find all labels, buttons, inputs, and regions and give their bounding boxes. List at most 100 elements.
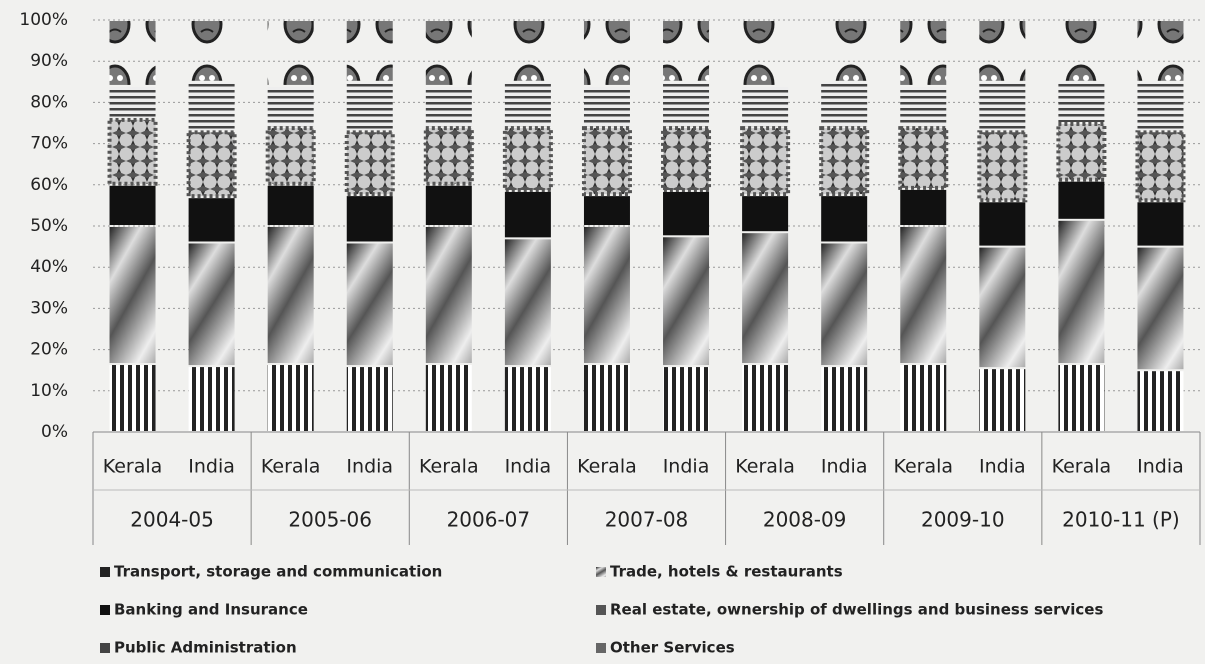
group-label: 2004-05 [130, 508, 214, 532]
bar-segment [188, 82, 235, 131]
y-tick-label: 50% [30, 216, 68, 236]
x-tick-label: Kerala [419, 456, 479, 478]
y-tick-label: 80% [30, 92, 68, 112]
group-label: 2010-11 (P) [1062, 508, 1180, 532]
legend-swatch [100, 605, 110, 615]
bar-segment [900, 21, 947, 85]
y-tick-label: 20% [30, 340, 68, 360]
bar-segment [107, 117, 158, 186]
y-tick-label: 90% [30, 51, 68, 71]
bar-segment [425, 86, 472, 127]
bar-segment [346, 82, 393, 131]
bar-segment [267, 365, 314, 431]
x-tick-label: Kerala [1052, 456, 1112, 478]
x-tick-label: Kerala [103, 456, 163, 478]
bar-segment [188, 21, 235, 81]
bar-segment [1137, 247, 1184, 370]
bar-segment [821, 243, 868, 366]
bar-segment [1058, 220, 1105, 364]
bar-segment [583, 21, 630, 85]
bar-segment [344, 130, 395, 197]
bar-segment [109, 365, 156, 431]
legend-label: Transport, storage and communication [114, 563, 442, 581]
bar-segment [109, 185, 156, 225]
bar-segment [188, 198, 235, 242]
bar-segment [1135, 130, 1186, 203]
bar-segment [900, 86, 947, 127]
bar-segment [1056, 122, 1107, 182]
bar-segment [898, 126, 949, 190]
bar-segment [1058, 21, 1105, 81]
bar-segment [821, 21, 868, 81]
x-tick-label: India [663, 456, 710, 478]
y-tick-label: 100% [19, 10, 68, 30]
y-tick-label: 30% [30, 298, 68, 318]
bar-segment [581, 126, 632, 197]
bar-segment [346, 196, 393, 242]
bar-segment [821, 196, 868, 242]
bar-segment [900, 189, 947, 225]
bar-segment [979, 21, 1026, 81]
bar-segment [504, 21, 551, 81]
bar-segment [425, 227, 472, 364]
legend-swatch [596, 567, 606, 577]
bar-segment [267, 227, 314, 364]
bar-segment [1137, 82, 1184, 131]
bar-segment [425, 21, 472, 85]
legend-swatch [596, 643, 606, 653]
legend-label: Banking and Insurance [114, 601, 308, 619]
bar-segment [265, 126, 316, 186]
bar-segment [742, 196, 789, 232]
bar-segment [504, 82, 551, 127]
bar-segment [979, 202, 1026, 246]
bar-segment [583, 196, 630, 225]
bar-segment [109, 227, 156, 364]
x-tick-label: India [188, 456, 235, 478]
legend-label: Other Services [610, 639, 735, 657]
bar-segment [109, 86, 156, 118]
bar-segment [504, 239, 551, 366]
bar-segment [663, 237, 710, 366]
legend-swatch [596, 605, 606, 615]
bar-segment [900, 365, 947, 431]
bar-segment [267, 21, 314, 85]
group-label: 2009-10 [921, 508, 1005, 532]
legend-swatch [100, 643, 110, 653]
bar-segment [346, 21, 393, 81]
bar-segment [1137, 202, 1184, 246]
bar-segment [188, 243, 235, 366]
bar-segment [742, 233, 789, 364]
group-label: 2005-06 [288, 508, 372, 532]
bar-segment [1058, 181, 1105, 219]
y-tick-label: 40% [30, 257, 68, 277]
bar-segment [979, 82, 1026, 131]
bar-segment [740, 126, 791, 197]
group-label: 2006-07 [447, 508, 531, 532]
bar-segment [267, 86, 314, 127]
x-tick-label: India [505, 456, 552, 478]
x-tick-label: India [979, 456, 1026, 478]
bar-segment [661, 126, 712, 192]
bar-segment [267, 185, 314, 225]
bar-segment [742, 86, 789, 127]
bar-segment [821, 367, 868, 431]
bar-segment [504, 367, 551, 431]
bar-segment [583, 86, 630, 127]
bar-segment [1058, 82, 1105, 122]
x-tick-label: India [346, 456, 393, 478]
legend-label: Real estate, ownership of dwellings and … [610, 601, 1103, 619]
bar-segment [742, 21, 789, 85]
bar-segment [346, 367, 393, 431]
bar-segment [663, 191, 710, 236]
y-tick-label: 60% [30, 175, 68, 195]
bar-segment [188, 367, 235, 431]
bar-segment [583, 365, 630, 431]
x-tick-label: India [1137, 456, 1184, 478]
bar-segment [425, 365, 472, 431]
bar-segment [1137, 371, 1184, 431]
x-tick-label: Kerala [577, 456, 637, 478]
bar-segment [979, 369, 1026, 431]
bar-segment [186, 130, 237, 199]
bar-segment [663, 367, 710, 431]
